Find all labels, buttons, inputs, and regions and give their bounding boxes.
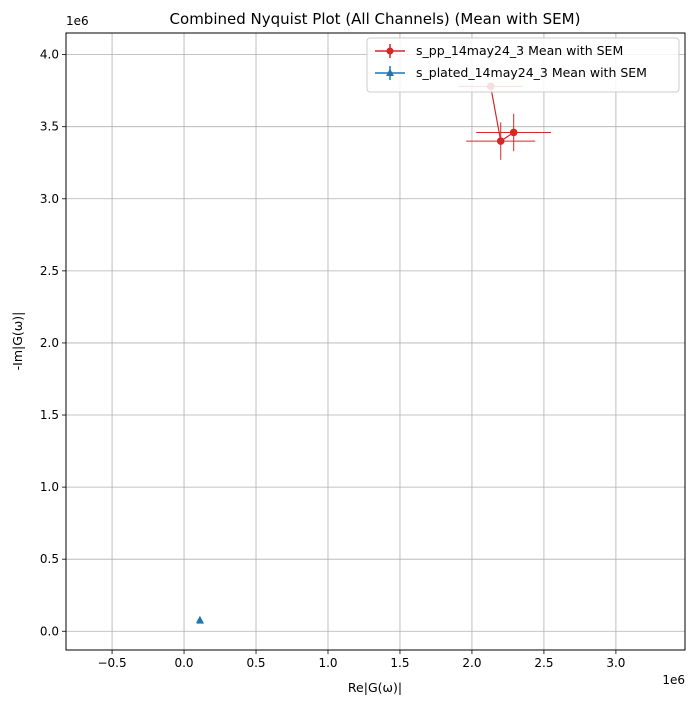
y-tick-label: 2.0 [40, 336, 59, 350]
y-tick-label: 4.0 [40, 48, 59, 62]
x-axis-label: Re|G(ω)| [348, 680, 402, 695]
x-tick-label: 1.5 [390, 656, 409, 670]
chart-title: Combined Nyquist Plot (All Channels) (Me… [170, 10, 581, 28]
x-axis-exponent: 1e6 [662, 673, 685, 687]
data-point [509, 128, 518, 137]
series-1 [458, 82, 552, 160]
x-tick-label: 0.0 [174, 656, 193, 670]
y-tick-label: 0.0 [40, 624, 59, 638]
legend-marker-circle [386, 47, 394, 55]
y-axis-exponent: 1e6 [66, 14, 89, 28]
x-tick-label: −0.5 [97, 656, 126, 670]
data-point [496, 137, 505, 145]
legend-label-series-2: s_plated_14may24_3 Mean with SEM [416, 65, 647, 80]
legend-box [366, 37, 680, 93]
legend: s_pp_14may24_3 Mean with SEM s_plated_14… [366, 37, 680, 93]
x-tick-label: 0.5 [246, 656, 265, 670]
plot-frame [65, 32, 686, 651]
y-tick-label: 3.5 [40, 120, 59, 134]
y-tick-label: 1.5 [40, 408, 59, 422]
legend-marker-triangle [386, 68, 394, 76]
data-point [196, 616, 204, 624]
legend-label-series-1: s_pp_14may24_3 Mean with SEM [416, 43, 623, 58]
y-tick-label: 0.5 [40, 552, 59, 566]
series-2 [196, 615, 204, 624]
legend-entry-series-1: s_pp_14may24_3 Mean with SEM [375, 43, 623, 58]
x-tick-label: 3.0 [606, 656, 625, 670]
x-tick-label: 1.0 [318, 656, 337, 670]
y-tick-label: 3.0 [40, 192, 59, 206]
grid-lines [66, 33, 685, 650]
x-tick-label: 2.5 [534, 656, 553, 670]
y-tick-label: 2.5 [40, 264, 59, 278]
y-axis-label: -Im|G(ω)| [10, 312, 25, 371]
x-tick-label: 2.0 [462, 656, 481, 670]
data-series [196, 82, 552, 624]
y-tick-label: 1.0 [40, 480, 59, 494]
legend-entry-series-2: s_plated_14may24_3 Mean with SEM [375, 65, 647, 80]
axis-ticks: −0.5 0.0 0.5 1.0 1.5 2.0 2.5 3.0 0.0 0.5 1.0 1.5 2.0… [40, 48, 626, 670]
